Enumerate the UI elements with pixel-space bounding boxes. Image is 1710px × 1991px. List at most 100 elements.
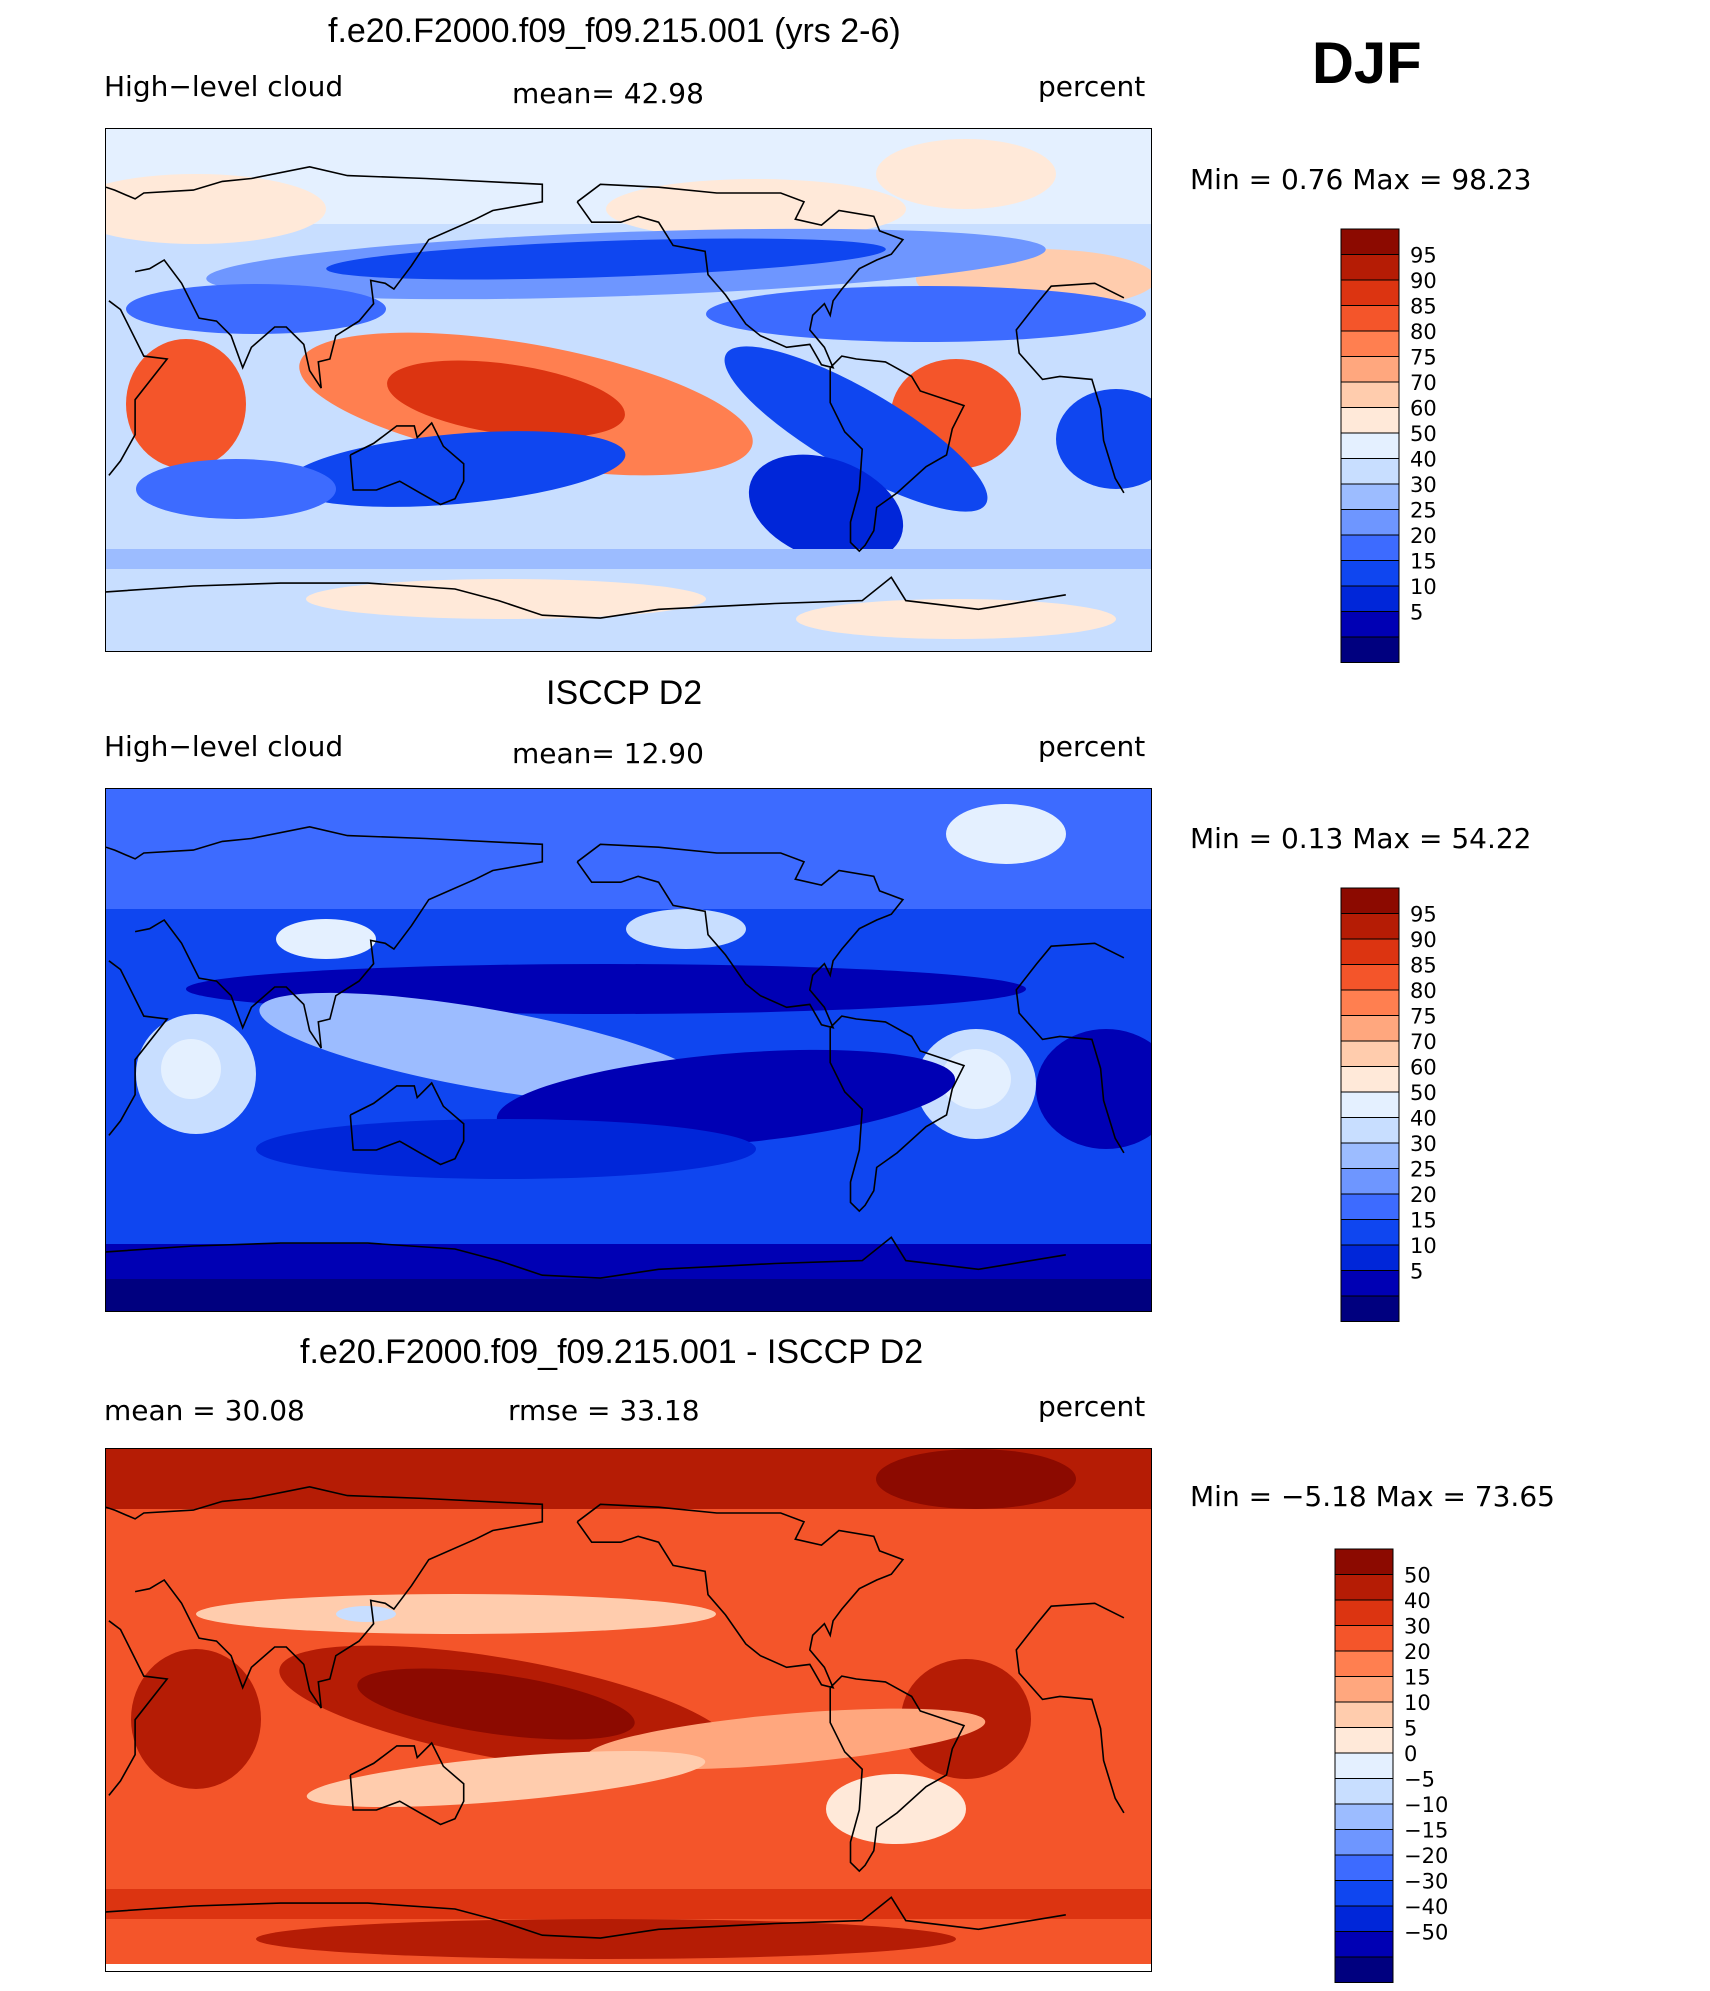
- field-blob: [136, 459, 336, 519]
- field-blob: [876, 1449, 1076, 1509]
- panel-1-colorbar: 95 90 85 80 75 70 60 50 40 30 25 20 15 10 5: [1340, 228, 1490, 671]
- colorbar-2-box: [1340, 1040, 1400, 1067]
- colorbar-1-box: [1340, 356, 1400, 383]
- colorbar-2-tick-label: 60: [1410, 1056, 1437, 1080]
- map3-coastline-namerica: [576, 1503, 905, 1689]
- map2-coastline-africa: [108, 960, 169, 1136]
- panel-1-contour-field: [106, 129, 1151, 651]
- panel-3-minmax: Min = −5.18 Max = 73.65: [1190, 1480, 1555, 1513]
- panel-3-map: [105, 1448, 1152, 1972]
- colorbar-1-box: [1340, 279, 1400, 306]
- colorbar-2-box: [1340, 1168, 1400, 1195]
- colorbar-3-box: [1334, 1625, 1394, 1652]
- colorbar-1-box: [1340, 305, 1400, 332]
- field-blob: [306, 579, 706, 619]
- map2-coastline-samerica: [829, 1015, 966, 1213]
- panel-3-rmse-label: rmse = 33.18: [508, 1394, 700, 1427]
- panel-1-units-label: percent: [1038, 70, 1146, 103]
- panel-2-mean-label: mean= 12.90: [512, 737, 704, 770]
- map3-coastline-eurasia: [106, 1485, 544, 1709]
- colorbar-1-tick-label: 25: [1410, 499, 1437, 523]
- colorbar-3-box: [1334, 1650, 1394, 1677]
- colorbar-3-box: [1334, 1599, 1394, 1626]
- map2-coastline-antarctica: [106, 1236, 1066, 1279]
- field-band-midlat-s: [286, 431, 626, 507]
- map3-coastline-africa: [108, 1620, 169, 1796]
- map3-coastline-samerica: [829, 1675, 966, 1873]
- field-band-southern: [106, 549, 1151, 569]
- colorbar-2-tick-label: 50: [1410, 1081, 1437, 1105]
- colorbar-1-box: [1340, 636, 1400, 663]
- colorbar-3-box: [1334, 1905, 1394, 1932]
- colorbar-2-box: [1340, 1244, 1400, 1271]
- field-blob-maritime-core: [357, 1668, 635, 1740]
- field-blob-africa: [131, 1649, 261, 1789]
- field-blob: [276, 919, 376, 959]
- colorbar-3-box: [1334, 1548, 1394, 1575]
- field-blob: [706, 286, 1146, 342]
- colorbar-3-box: [1334, 1829, 1394, 1856]
- colorbar-1-tick-label: 50: [1410, 422, 1437, 446]
- map2-coastline-namerica: [576, 843, 905, 1029]
- map2-coastline-africa: [1015, 942, 1125, 1154]
- colorbar-3-box: [1334, 1778, 1394, 1805]
- field-blob-africa: [126, 339, 246, 469]
- field-blob: [876, 139, 1056, 209]
- colorbar-2-box: [1340, 1015, 1400, 1042]
- field-blob: [748, 454, 904, 564]
- panel-3-mean-label: mean = 30.08: [104, 1394, 305, 1427]
- colorbar-2-box: [1340, 1295, 1400, 1322]
- map1-coastline-namerica: [576, 183, 905, 369]
- colorbar-3-box: [1334, 1676, 1394, 1703]
- colorbar-3-tick-label: 20: [1404, 1640, 1431, 1664]
- colorbar-3-tick-label: 5: [1404, 1717, 1417, 1741]
- colorbar-2-box: [1340, 1193, 1400, 1220]
- colorbar-3-tick-label: −40: [1404, 1895, 1448, 1919]
- colorbar-1-box: [1340, 585, 1400, 612]
- colorbar-3-box: [1334, 1727, 1394, 1754]
- colorbar-1-box: [1340, 381, 1400, 408]
- colorbar-3-box: [1334, 1574, 1394, 1601]
- colorbar-1-box: [1340, 509, 1400, 536]
- panel-1-mean-label: mean= 42.98: [512, 77, 704, 110]
- colorbar-3-tick-label: 15: [1404, 1666, 1431, 1690]
- colorbar-2-tick-label: 80: [1410, 979, 1437, 1003]
- field-blob: [606, 179, 906, 239]
- map1-coastline-africa: [108, 300, 169, 476]
- colorbar-1-box: [1340, 458, 1400, 485]
- panel-1-minmax: Min = 0.76 Max = 98.23: [1190, 163, 1532, 196]
- colorbar-3-box: [1334, 1931, 1394, 1958]
- colorbar-3-tick-label: 0: [1404, 1742, 1417, 1766]
- colorbar-3-tick-label: −20: [1404, 1844, 1448, 1868]
- colorbar-2-box: [1340, 1117, 1400, 1144]
- colorbar-1-box: [1340, 432, 1400, 459]
- field-blob: [826, 1774, 966, 1844]
- colorbar-1-box: [1340, 483, 1400, 510]
- map3-coastline-africa: [1015, 1602, 1125, 1814]
- colorbar-1-tick-label: 5: [1410, 601, 1423, 625]
- colorbar-1-tick-label: 20: [1410, 524, 1437, 548]
- colorbar-1-tick-label: 60: [1410, 397, 1437, 421]
- panel-3-title: f.e20.F2000.f09_f09.215.001 - ISCCP D2: [300, 1333, 924, 1371]
- colorbar-2-box: [1340, 938, 1400, 965]
- panel-1-map: [105, 128, 1152, 652]
- colorbar-2-tick-label: 25: [1410, 1158, 1437, 1182]
- panel-1-variable-label: High−level cloud: [104, 70, 344, 103]
- colorbar-1-tick-label: 95: [1410, 244, 1437, 268]
- colorbar-2-tick-label: 40: [1410, 1107, 1437, 1131]
- colorbar-1-box: [1340, 534, 1400, 561]
- field-blob: [256, 1919, 956, 1959]
- field-band-southern: [106, 1889, 1151, 1919]
- season-label: DJF: [1312, 31, 1422, 96]
- map1-coastline-eurasia: [106, 165, 544, 389]
- colorbar-3-box: [1334, 1701, 1394, 1728]
- panel-2-title: ISCCP D2: [546, 674, 703, 712]
- colorbar-2-box: [1340, 1142, 1400, 1169]
- colorbar-2-box: [1340, 1091, 1400, 1118]
- colorbar-1-tick-label: 75: [1410, 346, 1437, 370]
- map3-coastline-antarctica: [106, 1896, 1066, 1939]
- field-band-midlat-n-core: [326, 238, 886, 280]
